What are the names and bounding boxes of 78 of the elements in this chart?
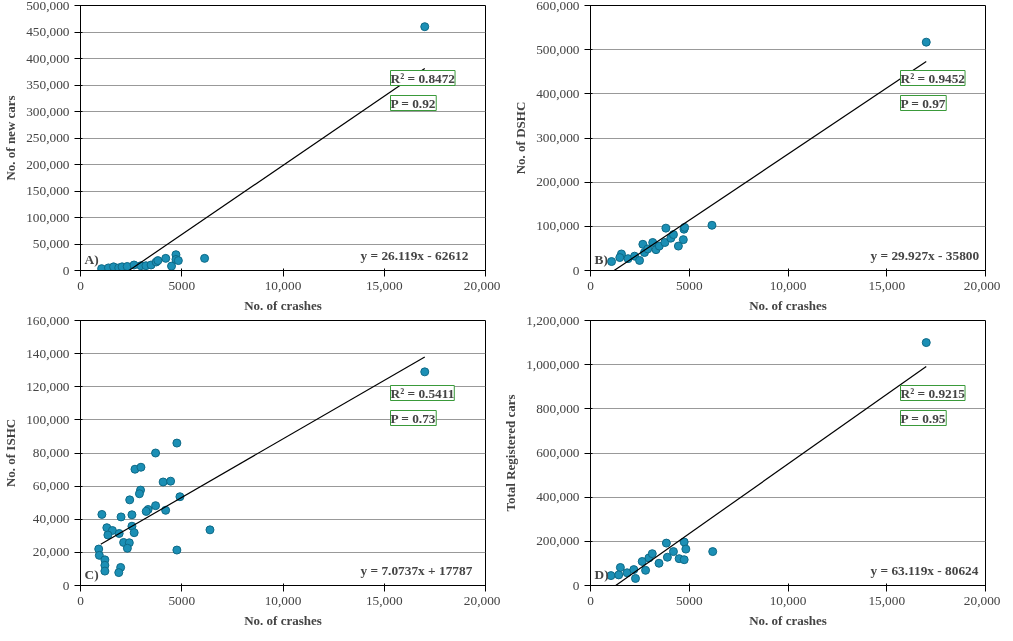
x-axis-title: No. of crashes bbox=[749, 297, 827, 313]
x-tick-label: 0 bbox=[587, 592, 595, 608]
x-tick-label: 0 bbox=[77, 592, 85, 608]
y-tick-label: 80,000 bbox=[32, 445, 70, 460]
y-tick-label: 0 bbox=[572, 577, 580, 593]
annotation: A) bbox=[84, 251, 99, 267]
y-tick-label: 250,000 bbox=[26, 130, 70, 145]
y-tick-label: 1,200,000 bbox=[526, 312, 580, 328]
annotation: C) bbox=[84, 566, 99, 582]
x-axis-title: No. of crashes bbox=[244, 612, 322, 628]
annotation: P = 0.73 bbox=[390, 410, 436, 426]
x-tick-label: 15,000 bbox=[365, 592, 403, 608]
x-tick-label: 10,000 bbox=[264, 592, 302, 608]
y-tick-label: 200,000 bbox=[26, 156, 70, 172]
y-tick-label: 1,000,000 bbox=[526, 356, 580, 372]
y-tick-label: 0 bbox=[572, 262, 580, 278]
annotation: R² = 0.5411 bbox=[390, 385, 455, 401]
y-tick-label: 150,000 bbox=[26, 183, 70, 198]
y-tick-label: 120,000 bbox=[26, 378, 70, 394]
annotation: P = 0.95 bbox=[900, 410, 946, 426]
y-tick-label: 200,000 bbox=[536, 533, 580, 549]
annotation: y = 26.119x - 62612 bbox=[360, 247, 469, 263]
y-tick-label: 140,000 bbox=[26, 345, 70, 361]
x-tick-label: 15,000 bbox=[868, 277, 906, 293]
y-tick-label: 600,000 bbox=[536, 445, 580, 460]
y-tick-label: 400,000 bbox=[536, 489, 580, 505]
x-tick-label: 0 bbox=[587, 277, 595, 293]
annotation: D) bbox=[594, 566, 609, 582]
x-axis-title: No. of crashes bbox=[244, 297, 322, 313]
annotation: R² = 0.9215 bbox=[900, 385, 966, 401]
y-axis-title: No. of DSHC bbox=[513, 101, 529, 175]
y-tick-label: 450,000 bbox=[26, 24, 70, 39]
y-tick-label: 300,000 bbox=[536, 130, 580, 145]
x-tick-label: 5000 bbox=[675, 277, 703, 293]
y-tick-label: 500,000 bbox=[536, 41, 580, 57]
x-tick-label: 20,000 bbox=[963, 277, 1001, 293]
y-tick-label: 800,000 bbox=[536, 400, 580, 416]
annotation: P = 0.92 bbox=[390, 95, 436, 111]
y-tick-label: 400,000 bbox=[536, 85, 580, 101]
y-axis-title: No. of new cars bbox=[3, 95, 19, 181]
x-tick-label: 10,000 bbox=[769, 277, 807, 293]
x-axis-title: No. of crashes bbox=[749, 612, 827, 628]
y-tick-label: 100,000 bbox=[26, 209, 70, 225]
y-tick-label: 20,000 bbox=[32, 544, 70, 560]
y-tick-label: 100,000 bbox=[26, 411, 70, 427]
y-tick-label: 200,000 bbox=[536, 174, 580, 190]
annotation: P = 0.97 bbox=[900, 95, 946, 111]
annotation: R² = 0.9452 bbox=[900, 70, 966, 86]
y-axis-title: No. of ISHC bbox=[3, 418, 19, 488]
annotation: y = 63.119x - 80624 bbox=[870, 562, 979, 578]
x-tick-label: 20,000 bbox=[963, 592, 1001, 608]
x-tick-label: 15,000 bbox=[868, 592, 906, 608]
y-tick-label: 400,000 bbox=[26, 50, 70, 66]
y-tick-label: 600,000 bbox=[536, 0, 580, 13]
x-tick-label: 10,000 bbox=[769, 592, 807, 608]
annotation: B) bbox=[594, 251, 608, 267]
x-tick-label: 5000 bbox=[675, 592, 703, 608]
y-tick-label: 50,000 bbox=[32, 236, 70, 251]
annotation: R² = 0.8472 bbox=[390, 70, 456, 86]
y-tick-label: 40,000 bbox=[32, 511, 70, 527]
x-tick-label: 20,000 bbox=[463, 277, 501, 293]
annotation: y = 29.927x - 35800 bbox=[870, 247, 980, 263]
y-tick-label: 160,000 bbox=[26, 312, 70, 328]
y-tick-label: 500,000 bbox=[26, 0, 70, 13]
y-tick-label: 300,000 bbox=[26, 103, 70, 119]
x-tick-label: 15,000 bbox=[365, 277, 403, 293]
x-tick-label: 10,000 bbox=[264, 277, 302, 293]
y-tick-label: 60,000 bbox=[32, 478, 70, 494]
x-tick-label: 5000 bbox=[168, 592, 196, 608]
x-tick-label: 20,000 bbox=[463, 592, 501, 608]
annotation: y = 7.0737x + 17787 bbox=[360, 562, 473, 578]
y-tick-label: 0 bbox=[62, 577, 70, 593]
y-axis-title: Total Registered cars bbox=[503, 394, 519, 512]
x-tick-label: 5000 bbox=[168, 277, 196, 293]
y-tick-label: 350,000 bbox=[26, 77, 70, 92]
y-tick-label: 100,000 bbox=[536, 218, 580, 234]
y-tick-label: 0 bbox=[62, 262, 70, 278]
x-tick-label: 0 bbox=[77, 277, 85, 293]
